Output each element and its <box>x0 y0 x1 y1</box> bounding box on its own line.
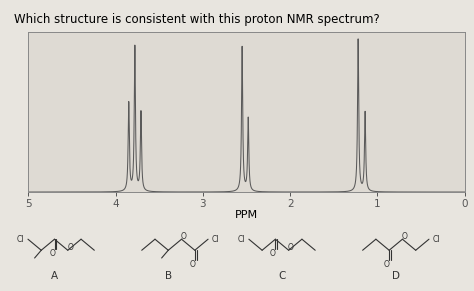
Text: D: D <box>392 272 400 281</box>
Text: C: C <box>278 272 286 281</box>
Text: O: O <box>402 233 408 241</box>
Text: O: O <box>181 233 187 241</box>
Text: Which structure is consistent with this proton NMR spectrum?: Which structure is consistent with this … <box>14 13 380 26</box>
Text: O: O <box>190 260 195 269</box>
Text: Cl: Cl <box>212 235 219 244</box>
Text: O: O <box>49 249 55 258</box>
Text: Cl: Cl <box>17 235 24 244</box>
Text: O: O <box>384 260 390 269</box>
Text: B: B <box>164 272 172 281</box>
Text: O: O <box>67 244 73 252</box>
Text: A: A <box>51 272 58 281</box>
Text: O: O <box>288 244 294 252</box>
X-axis label: PPM: PPM <box>235 210 258 220</box>
Text: Cl: Cl <box>237 235 245 244</box>
Text: O: O <box>270 249 276 258</box>
Text: Cl: Cl <box>433 235 440 244</box>
